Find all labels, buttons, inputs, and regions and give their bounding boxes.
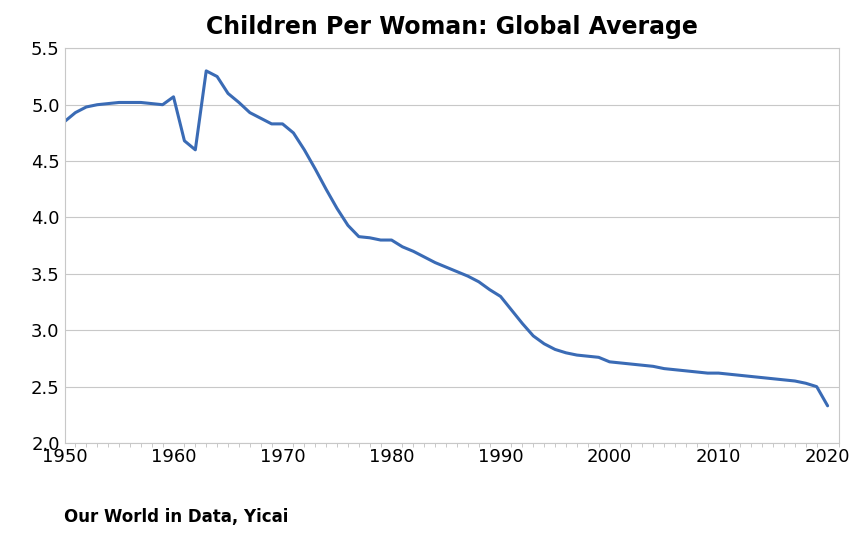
Title: Children Per Woman: Global Average: Children Per Woman: Global Average: [206, 16, 697, 39]
Text: Our World in Data, Yicai: Our World in Data, Yicai: [64, 508, 289, 526]
